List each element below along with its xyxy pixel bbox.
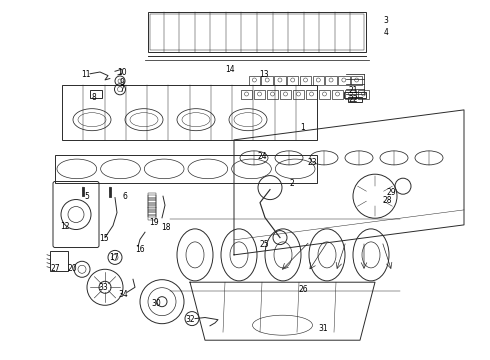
Text: 2: 2 <box>290 179 294 188</box>
Text: 14: 14 <box>225 65 235 74</box>
Bar <box>148 215 156 220</box>
Bar <box>318 90 330 99</box>
Bar <box>344 91 366 98</box>
Text: 20: 20 <box>68 264 77 273</box>
Text: 4: 4 <box>384 28 389 37</box>
Text: 13: 13 <box>259 70 269 79</box>
Text: 30: 30 <box>151 299 161 307</box>
Bar <box>148 12 366 52</box>
Bar <box>148 205 156 210</box>
Bar <box>248 76 260 85</box>
Text: 17: 17 <box>109 253 119 262</box>
Text: 16: 16 <box>135 245 145 253</box>
Text: 10: 10 <box>117 68 126 77</box>
Text: 29: 29 <box>386 188 396 197</box>
Bar <box>148 200 156 205</box>
Bar <box>50 251 68 271</box>
Bar <box>148 195 156 201</box>
Text: 31: 31 <box>318 324 328 333</box>
Bar <box>344 90 356 99</box>
Text: 33: 33 <box>98 283 108 292</box>
Text: 28: 28 <box>382 197 392 205</box>
Bar <box>351 76 363 85</box>
Text: 18: 18 <box>161 223 171 232</box>
Text: 26: 26 <box>298 285 308 294</box>
Text: 34: 34 <box>119 290 128 299</box>
Bar <box>280 90 292 99</box>
Text: 3: 3 <box>384 17 389 26</box>
Bar <box>274 76 286 85</box>
Text: 8: 8 <box>92 93 97 102</box>
Bar <box>306 90 318 99</box>
Bar <box>262 76 273 85</box>
Bar <box>148 198 156 203</box>
Bar <box>55 155 317 183</box>
Text: 6: 6 <box>122 192 127 201</box>
Bar <box>241 90 252 99</box>
Bar <box>150 14 364 50</box>
Text: 19: 19 <box>149 218 159 227</box>
Bar <box>254 90 266 99</box>
Bar <box>148 207 156 212</box>
Bar <box>148 203 156 208</box>
Text: 22: 22 <box>348 95 358 104</box>
Text: 24: 24 <box>257 152 267 161</box>
Text: 32: 32 <box>185 315 195 324</box>
Bar <box>325 76 337 85</box>
Bar <box>62 85 317 140</box>
Text: 25: 25 <box>260 240 270 248</box>
Bar <box>358 90 369 99</box>
Bar <box>148 212 156 217</box>
Bar <box>348 96 362 102</box>
Bar <box>148 193 156 198</box>
Text: 7: 7 <box>119 85 124 94</box>
Bar <box>287 76 298 85</box>
Text: 12: 12 <box>60 222 70 231</box>
Text: 21: 21 <box>348 86 358 95</box>
Bar <box>313 76 324 85</box>
Bar <box>332 90 343 99</box>
Bar <box>267 90 278 99</box>
Text: 15: 15 <box>99 234 109 243</box>
Bar <box>338 76 349 85</box>
Bar <box>293 90 304 99</box>
Text: 5: 5 <box>85 192 90 201</box>
Text: 11: 11 <box>81 71 91 80</box>
Bar <box>148 210 156 215</box>
Text: 1: 1 <box>300 123 305 132</box>
Text: 23: 23 <box>308 158 318 167</box>
Text: 9: 9 <box>119 78 124 87</box>
Bar <box>300 76 311 85</box>
Text: 27: 27 <box>50 264 60 273</box>
Bar <box>90 90 102 98</box>
